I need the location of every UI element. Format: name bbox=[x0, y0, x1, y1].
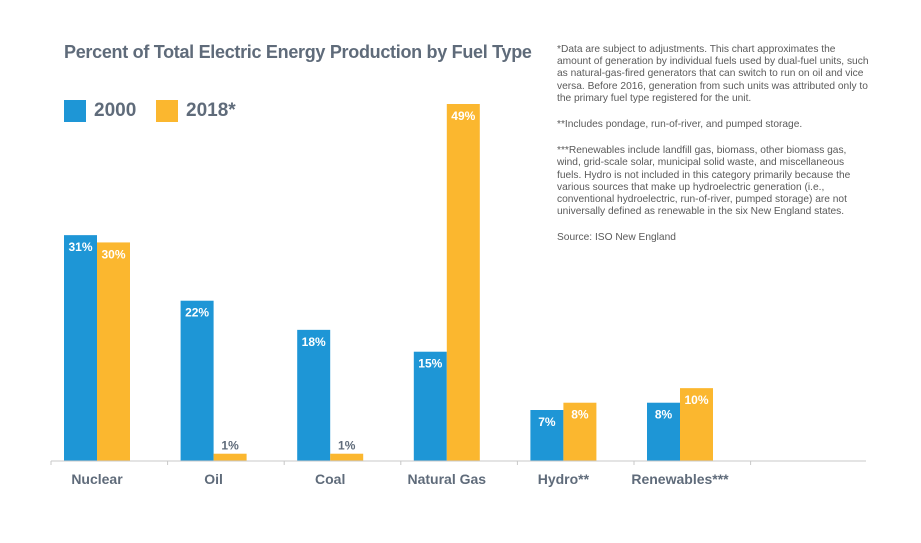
bar-2000-5 bbox=[647, 402, 680, 461]
note-data-adjustments: *Data are subject to adjustments. This c… bbox=[557, 44, 869, 104]
bar-2018-1 bbox=[213, 453, 247, 461]
value-label-2000-0: 31% bbox=[68, 240, 92, 254]
bar-2018-2 bbox=[330, 453, 364, 461]
value-label-2000-4: 7% bbox=[538, 415, 556, 429]
value-label-2018-5: 10% bbox=[684, 393, 708, 407]
category-label-4: Hydro** bbox=[538, 471, 590, 487]
value-label-2018-3: 49% bbox=[451, 109, 475, 123]
value-label-2000-2: 18% bbox=[302, 335, 326, 349]
chart-notes: *Data are subject to adjustments. This c… bbox=[557, 44, 869, 259]
legend-swatch-2000 bbox=[64, 100, 86, 122]
value-label-2018-2: 1% bbox=[338, 439, 356, 453]
legend-label-2000: 2000 bbox=[94, 100, 137, 121]
bar-2018-5 bbox=[680, 388, 713, 461]
value-label-2000-3: 15% bbox=[418, 357, 442, 371]
value-label-2018-1: 1% bbox=[221, 439, 239, 453]
legend-label-2018: 2018* bbox=[186, 100, 236, 121]
category-label-5: Renewables*** bbox=[631, 471, 729, 487]
value-label-2018-4: 8% bbox=[571, 408, 589, 422]
category-label-3: Natural Gas bbox=[408, 471, 487, 487]
bar-2000-2 bbox=[297, 329, 331, 461]
chart-title: Percent of Total Electric Energy Product… bbox=[64, 42, 532, 62]
note-source: Source: ISO New England bbox=[557, 232, 676, 244]
legend-swatch-2018 bbox=[156, 100, 178, 122]
note-hydro: **Includes pondage, run-of-river, and pu… bbox=[557, 119, 803, 131]
value-label-2000-1: 22% bbox=[185, 306, 209, 320]
value-label-2018-0: 30% bbox=[101, 247, 125, 261]
category-label-2: Coal bbox=[315, 471, 345, 487]
bar-2000-3 bbox=[413, 351, 447, 461]
category-label-1: Oil bbox=[204, 471, 223, 487]
bar-2018-0 bbox=[97, 242, 130, 461]
bar-2018-4 bbox=[563, 402, 597, 461]
category-label-0: Nuclear bbox=[71, 471, 123, 487]
bar-2000-1 bbox=[180, 300, 214, 461]
bar-2000-4 bbox=[530, 410, 564, 461]
bar-2000-0 bbox=[64, 235, 97, 461]
bar-2018-3 bbox=[446, 104, 480, 461]
value-label-2000-5: 8% bbox=[655, 408, 673, 422]
note-renewables: ***Renewables include landfill gas, biom… bbox=[557, 145, 851, 218]
